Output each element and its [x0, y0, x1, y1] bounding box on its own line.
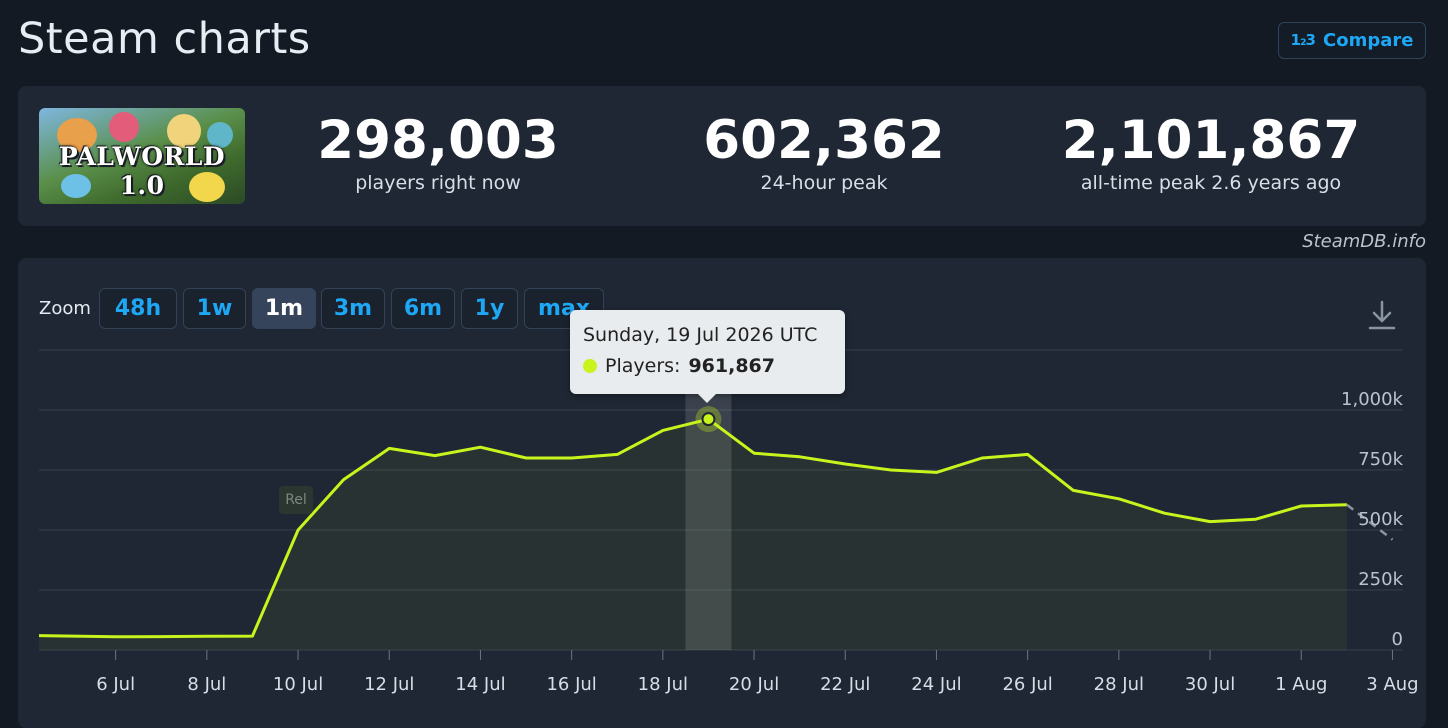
game-title-logo: PALWORLD 1.0 [58, 142, 226, 200]
compare-button[interactable]: 1₂3 Compare [1278, 22, 1426, 59]
y-tick-label: 250k [1358, 569, 1403, 590]
stat-value: 2,101,867 [1061, 110, 1361, 171]
tooltip-value: 961,867 [688, 355, 775, 377]
stat-label: players right now [355, 172, 521, 194]
download-icon[interactable] [1366, 298, 1398, 332]
x-tick-label: 16 Jul [546, 674, 596, 695]
x-tick-label: 30 Jul [1185, 674, 1235, 695]
stat-label: all-time peak 2.6 years ago [1080, 172, 1342, 194]
zoom-1m-button[interactable]: 1m [252, 288, 316, 329]
zoom-3m-button[interactable]: 3m [321, 288, 385, 329]
zoom-1y-button[interactable]: 1y [461, 288, 518, 329]
y-tick-label: 500k [1358, 509, 1403, 530]
compare-icon: 1₂3 [1290, 31, 1316, 49]
x-tick-label: 8 Jul [187, 674, 226, 695]
tooltip-row: Players: 961,867 [583, 355, 775, 377]
stat-label: 24-hour peak [760, 172, 888, 194]
x-tick-label: 22 Jul [820, 674, 870, 695]
tooltip-series-label: Players: [605, 355, 681, 377]
series-line-partial [1346, 503, 1394, 541]
zoom-1w-button[interactable]: 1w [183, 288, 246, 329]
hover-marker-point [701, 412, 716, 427]
x-tick-label: 26 Jul [1002, 674, 1052, 695]
x-tick-label: 6 Jul [96, 674, 135, 695]
stat-all-time-peak: 2,101,867 all-time peak 2.6 years ago [1021, 110, 1401, 195]
series-area-players [39, 419, 1347, 650]
stat-value: 602,362 [703, 110, 945, 171]
series-dot-icon [583, 359, 597, 373]
zoom-6m-button[interactable]: 6m [391, 288, 455, 329]
tooltip-date: Sunday, 19 Jul 2026 UTC [583, 324, 818, 346]
tooltip-arrow [698, 394, 716, 403]
y-tick-label: 0 [1392, 629, 1403, 650]
y-tick-label: 750k [1358, 449, 1403, 470]
zoom-48h-button[interactable]: 48h [99, 288, 177, 329]
x-tick-label: 1 Aug [1275, 674, 1327, 695]
stat-value: 298,003 [317, 110, 559, 171]
stats-panel: PALWORLD 1.0 298,003 players right now 6… [18, 86, 1426, 226]
x-tick-label: 10 Jul [273, 674, 323, 695]
x-tick-label: 14 Jul [455, 674, 505, 695]
hover-highlight-band [685, 393, 732, 650]
stat-24h-peak: 602,362 24-hour peak [634, 110, 1014, 195]
page-title: Steam charts [18, 14, 311, 64]
x-tick-label: 24 Jul [911, 674, 961, 695]
compare-label: Compare [1323, 30, 1414, 51]
x-tick-label: 20 Jul [729, 674, 779, 695]
chart-gridlines [39, 349, 1403, 651]
game-cover-image[interactable]: PALWORLD 1.0 [39, 108, 245, 204]
x-tick-label: 12 Jul [364, 674, 414, 695]
chart-tooltip: Sunday, 19 Jul 2026 UTC Players: 961,867 [570, 310, 845, 403]
x-tick-label: 3 Aug [1366, 674, 1418, 695]
steamdb-watermark[interactable]: SteamDB.info [1302, 231, 1426, 252]
x-tick-label: 18 Jul [638, 674, 688, 695]
stat-players-now: 298,003 players right now [248, 110, 628, 195]
y-tick-label: 1,000k [1341, 389, 1404, 410]
release-annotation-badge[interactable]: Rel [279, 486, 313, 514]
zoom-label: Zoom [39, 298, 91, 319]
x-tick-label: 28 Jul [1094, 674, 1144, 695]
